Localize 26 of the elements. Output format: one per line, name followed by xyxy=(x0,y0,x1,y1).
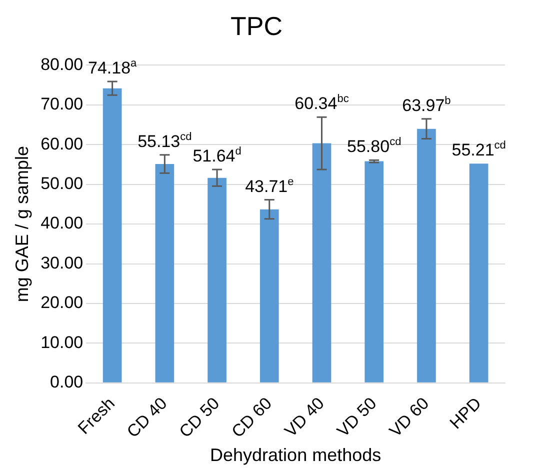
bar xyxy=(102,88,122,382)
y-axis-title: mg GAE / g sample xyxy=(12,146,32,302)
bar xyxy=(155,164,174,382)
x-tick-label: VD 40 xyxy=(281,394,328,441)
y-tick-label: 20.00 xyxy=(40,293,84,312)
x-tick-label: CD 50 xyxy=(176,394,224,442)
x-tick-label: VD 50 xyxy=(333,394,380,441)
y-tick-label: 60.00 xyxy=(40,134,84,154)
bar xyxy=(208,178,226,382)
y-tick-label: 40.00 xyxy=(40,214,84,233)
x-tick-label: VD 60 xyxy=(386,394,433,441)
y-tick-label: 10.00 xyxy=(40,332,84,352)
bar xyxy=(364,161,384,382)
bar xyxy=(417,128,436,382)
y-tick-label: 30.00 xyxy=(40,253,84,272)
y-tick-label: 50.00 xyxy=(40,174,84,194)
bar xyxy=(312,143,332,382)
x-tick-label: CD 40 xyxy=(123,394,171,442)
x-axis-title: Dehydration methods xyxy=(210,445,382,466)
y-tick-label: 80.00 xyxy=(40,54,84,74)
y-tick-label: 70.00 xyxy=(40,94,84,114)
x-tick-label: CD 60 xyxy=(228,394,276,442)
y-tick-label: 0.00 xyxy=(50,372,84,392)
bar xyxy=(260,209,279,382)
bar xyxy=(469,164,488,382)
chart-title: TPC xyxy=(230,10,282,41)
